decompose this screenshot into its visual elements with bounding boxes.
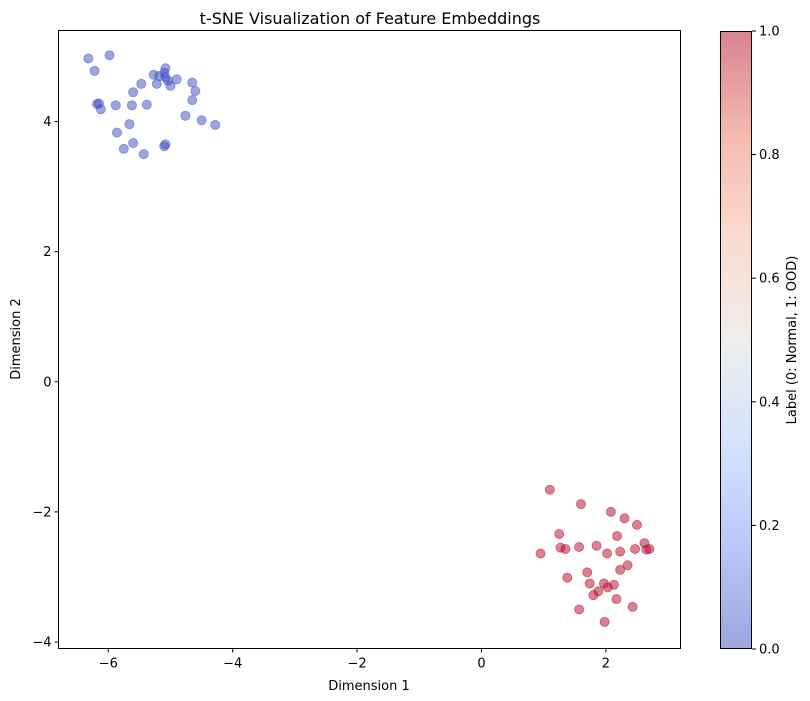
chart-title: t-SNE Visualization of Feature Embedding… bbox=[200, 9, 541, 28]
data-point-label-1 bbox=[560, 543, 571, 554]
colorbar-frame bbox=[720, 31, 752, 649]
colorbar-tick-label: 0.6 bbox=[759, 272, 780, 287]
data-point-label-1 bbox=[615, 564, 626, 575]
y-axis-label: Dimension 2 bbox=[9, 298, 24, 380]
data-point-label-0 bbox=[110, 100, 121, 111]
data-point-label-1 bbox=[574, 542, 585, 553]
data-point-label-0 bbox=[111, 127, 122, 138]
data-point-label-1 bbox=[591, 540, 602, 551]
data-point-label-0 bbox=[128, 87, 139, 98]
data-point-label-0 bbox=[83, 53, 94, 64]
data-point-label-0 bbox=[95, 104, 106, 115]
data-point-label-1 bbox=[554, 529, 565, 540]
x-tick-label: −6 bbox=[99, 657, 118, 672]
x-tick-label: 2 bbox=[602, 657, 610, 672]
x-tick-label: −2 bbox=[347, 657, 366, 672]
data-point-label-0 bbox=[104, 50, 115, 61]
data-point-label-0 bbox=[196, 115, 207, 126]
y-tick-label: −4 bbox=[32, 635, 51, 650]
colorbar-tick-label: 1.0 bbox=[759, 25, 780, 40]
data-point-label-1 bbox=[599, 616, 610, 627]
y-axis: −4 −2 0 2 4 bbox=[32, 115, 59, 650]
data-point-label-0 bbox=[124, 119, 135, 130]
data-point-label-1 bbox=[615, 546, 626, 557]
x-tick-label: 0 bbox=[477, 657, 485, 672]
data-point-label-1 bbox=[630, 543, 641, 554]
data-point-label-0 bbox=[187, 77, 198, 88]
data-point-label-1 bbox=[574, 604, 585, 615]
data-point-label-1 bbox=[644, 543, 655, 554]
data-point-label-0 bbox=[180, 110, 191, 121]
data-point-label-1 bbox=[575, 499, 586, 510]
data-point-label-1 bbox=[627, 601, 638, 612]
plot-frame bbox=[58, 30, 681, 649]
data-point-label-1 bbox=[619, 513, 630, 524]
data-point-label-0 bbox=[151, 78, 162, 89]
data-point-label-0 bbox=[190, 85, 201, 96]
data-point-label-1 bbox=[602, 548, 613, 559]
colorbar bbox=[720, 31, 752, 649]
colorbar-tick-label: 0.8 bbox=[759, 148, 780, 163]
data-point-label-1 bbox=[588, 590, 599, 601]
data-point-label-1 bbox=[605, 506, 616, 517]
y-tick-label: −2 bbox=[32, 505, 51, 520]
data-point-label-0 bbox=[126, 100, 137, 111]
data-point-label-1 bbox=[582, 567, 593, 578]
data-point-label-0 bbox=[138, 149, 149, 160]
data-point-label-0 bbox=[89, 65, 100, 76]
data-point-label-1 bbox=[544, 484, 555, 495]
data-point-label-0 bbox=[118, 143, 129, 154]
y-tick-label: 0 bbox=[43, 375, 51, 390]
data-point-label-1 bbox=[562, 572, 573, 583]
data-point-label-1 bbox=[631, 519, 642, 530]
data-point-label-1 bbox=[622, 560, 633, 571]
data-point-label-0 bbox=[165, 80, 176, 91]
data-point-label-0 bbox=[136, 78, 147, 89]
plot-points bbox=[83, 50, 655, 627]
data-point-label-0 bbox=[187, 95, 198, 106]
data-point-label-1 bbox=[611, 594, 622, 605]
data-point-label-0 bbox=[160, 72, 171, 83]
data-point-label-1 bbox=[584, 578, 595, 589]
data-point-label-1 bbox=[602, 582, 613, 593]
x-axis-label: Dimension 1 bbox=[328, 679, 410, 694]
x-axis: −6 −4 −2 0 2 bbox=[99, 648, 610, 672]
colorbar-tick-label: 0.0 bbox=[759, 643, 780, 658]
data-point-label-1 bbox=[535, 548, 546, 559]
colorbar-tick-label: 0.2 bbox=[759, 519, 780, 534]
y-tick-label: 2 bbox=[43, 245, 51, 260]
data-point-label-1 bbox=[612, 530, 623, 541]
data-point-label-0 bbox=[160, 139, 171, 150]
y-tick-label: 4 bbox=[43, 115, 51, 130]
data-point-label-0 bbox=[128, 138, 139, 149]
colorbar-tick-label: 0.4 bbox=[759, 395, 780, 410]
data-point-label-0 bbox=[171, 74, 182, 85]
colorbar-label: Label (0: Normal, 1: OOD) bbox=[785, 256, 800, 425]
data-point-label-0 bbox=[141, 99, 152, 110]
x-tick-label: −4 bbox=[223, 657, 242, 672]
data-point-label-0 bbox=[210, 119, 221, 130]
colorbar-ticks: 0.0 0.2 0.4 0.6 0.8 1.0 bbox=[752, 25, 780, 658]
